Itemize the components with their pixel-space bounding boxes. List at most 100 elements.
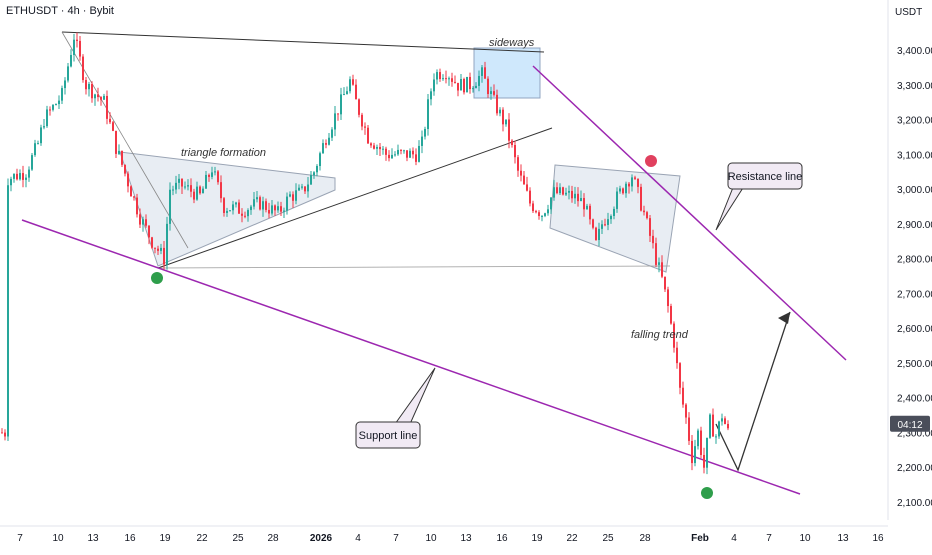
candle-body	[352, 79, 354, 85]
y-tick-label: 2,300.00	[897, 428, 932, 439]
candle-body	[151, 237, 153, 248]
candle-body	[604, 224, 606, 226]
symbol-label: ETHUSDT · 4h · Bybit	[6, 5, 114, 17]
currency-label: USDT	[895, 7, 923, 18]
candle-body	[676, 347, 678, 364]
candle-body	[592, 219, 594, 228]
candle-body	[103, 95, 105, 100]
candle-body	[490, 91, 492, 95]
candle-body	[727, 423, 729, 429]
candle-body	[520, 170, 522, 176]
candle-body	[664, 276, 666, 290]
candle-body	[616, 191, 618, 209]
candle-body	[4, 432, 6, 437]
candle-body	[310, 175, 312, 185]
candle-body	[226, 210, 228, 213]
support-callout: Support line	[355, 367, 436, 449]
green-low-dot	[151, 272, 163, 284]
candle-body	[145, 219, 147, 226]
top-trendline	[61, 31, 545, 53]
candle-body	[484, 67, 486, 79]
candle-body	[196, 186, 198, 200]
candle-body	[421, 136, 423, 146]
candle-body	[517, 157, 519, 171]
candle-body	[277, 206, 279, 211]
candle-body	[262, 201, 264, 210]
candle-body	[526, 184, 528, 191]
y-tick-label: 3,400.00	[897, 46, 932, 57]
candle-body	[643, 210, 645, 213]
candle-body	[202, 188, 204, 194]
candle-body	[379, 146, 381, 150]
candle-body	[523, 175, 525, 185]
candle-body	[652, 235, 654, 244]
candle-body	[577, 193, 579, 202]
candle-body	[88, 83, 90, 90]
candle-body	[292, 194, 294, 201]
candle-body	[673, 323, 675, 348]
forecast-arrow-head	[778, 312, 790, 324]
support-callout-text: Support line	[359, 430, 418, 442]
candle-body	[157, 248, 159, 251]
candle-body	[142, 219, 144, 225]
candle-body	[205, 174, 207, 189]
support-callout-box	[355, 421, 421, 449]
candle-body	[52, 104, 54, 110]
y-tick-label: 2,500.00	[897, 359, 932, 370]
candle-body	[154, 247, 156, 249]
candle-body	[499, 109, 501, 114]
candle-body	[337, 113, 339, 115]
candle-body	[502, 109, 504, 125]
y-tick-label: 2,900.00	[897, 220, 932, 231]
x-tick-label: 10	[799, 533, 811, 544]
candle-body	[637, 178, 639, 187]
candle-body	[109, 118, 111, 123]
candle-body	[232, 204, 234, 211]
candle-body	[316, 165, 318, 173]
candle-body	[493, 91, 495, 95]
candle-body	[361, 114, 363, 127]
candle-body	[376, 146, 378, 149]
y-tick-label: 2,700.00	[897, 289, 932, 300]
candle-body	[256, 197, 258, 200]
candle-body	[10, 178, 12, 186]
candle-body	[463, 78, 465, 93]
candle-body	[76, 39, 78, 41]
candle-body	[94, 94, 96, 99]
candle-body	[268, 209, 270, 214]
x-tick-label: 10	[52, 533, 64, 544]
candle-body	[325, 143, 327, 145]
x-tick-label: 13	[837, 533, 849, 544]
candle-body	[19, 173, 21, 180]
candle-body	[181, 178, 183, 187]
candle-body	[478, 75, 480, 86]
candle-body	[322, 143, 324, 154]
sideways-label: sideways	[489, 37, 535, 49]
candle-body	[574, 193, 576, 199]
candle-body	[172, 189, 174, 191]
candle-body	[100, 97, 102, 100]
candle-body	[391, 154, 393, 159]
candle-body	[247, 210, 249, 217]
y-tick-label: 3,200.00	[897, 116, 932, 127]
candle-body	[547, 209, 549, 214]
resistance-callout-box	[727, 162, 803, 190]
candle-body	[619, 188, 621, 192]
x-tick-label: 7	[766, 533, 772, 544]
current-price-tag	[890, 415, 930, 432]
candle-body	[178, 178, 180, 183]
candle-body	[580, 198, 582, 202]
candle-body	[700, 430, 702, 455]
green-low-dot-2	[701, 487, 713, 499]
candle-body	[397, 149, 399, 155]
x-tick-label: 2026	[310, 533, 333, 544]
candle-body	[43, 126, 45, 128]
candle-body	[688, 417, 690, 441]
candle-body	[406, 150, 408, 158]
candle-body	[31, 155, 33, 170]
candle-body	[64, 80, 66, 89]
candle-body	[286, 196, 288, 211]
candle-body	[55, 104, 57, 106]
y-tick-label: 2,100.00	[897, 498, 932, 509]
